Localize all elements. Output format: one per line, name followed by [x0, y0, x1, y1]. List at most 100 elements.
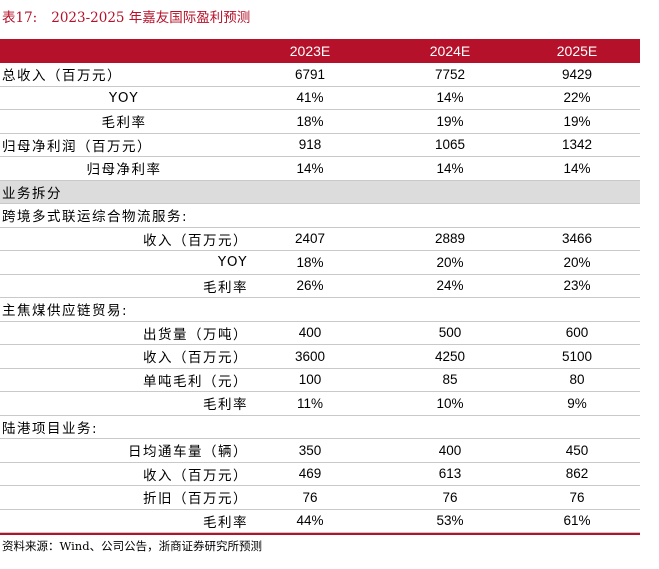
column-header-2024e: 2024E — [429, 43, 471, 59]
row-label: YOY — [217, 254, 248, 271]
row-value: 100 — [298, 372, 322, 388]
row-value: 26% — [296, 278, 324, 294]
row-label: YOY — [108, 89, 140, 106]
row-value: 76 — [569, 489, 585, 505]
row-value: 14% — [296, 160, 324, 176]
row-value: 61% — [563, 513, 591, 529]
row-label: 归母净利率 — [86, 162, 162, 179]
table-row: YOY 18% 20% 20% — [0, 251, 640, 275]
row-value: 500 — [438, 325, 462, 341]
row-value: 14% — [436, 90, 464, 106]
row-value — [385, 204, 515, 227]
row-value — [385, 416, 515, 439]
row-value: 7752 — [434, 66, 466, 82]
table-row: YOY 41% 14% 22% — [0, 87, 640, 110]
row-label: 业务拆分 — [2, 185, 62, 202]
section-row: 业务拆分 — [0, 180, 642, 204]
row-value: 85 — [442, 372, 458, 388]
row-value: 6791 — [294, 66, 326, 82]
row-label: 收入（百万元） — [143, 467, 248, 484]
row-value — [245, 298, 375, 321]
table-row: 毛利率 18% 19% 19% — [0, 110, 640, 134]
row-value: 14% — [436, 160, 464, 176]
row-value: 5100 — [561, 348, 593, 364]
row-value: 18% — [296, 113, 324, 129]
row-label: 日均通车量（辆） — [128, 444, 248, 461]
row-value: 11% — [296, 395, 324, 411]
row-value: 1342 — [561, 137, 593, 153]
row-value — [385, 181, 515, 204]
row-value: 76 — [302, 489, 318, 505]
row-value: 4250 — [434, 348, 466, 364]
table-header: 2023E 2024E 2025E — [0, 39, 640, 63]
table-row: 归母净利润（百万元） 918 1065 1342 — [0, 134, 640, 157]
table-row: 跨境多式联运综合物流服务: — [0, 204, 640, 228]
table-row: 收入（百万元） 2407 2889 3466 — [0, 228, 640, 251]
row-value: 600 — [565, 325, 589, 341]
row-label: 陆港项目业务: — [2, 420, 99, 437]
row-value — [512, 204, 642, 227]
row-value: 1065 — [434, 137, 466, 153]
table-row: 陆港项目业务: — [0, 416, 642, 439]
row-label: 出货量（万吨） — [143, 326, 248, 343]
table-body: 总收入（百万元） 6791 7752 9429 YOY 41% 14% 22% 毛利率 18% 19… — [0, 63, 640, 533]
table-row: 出货量（万吨） 400 500 600 — [0, 322, 640, 345]
table-row: 总收入（百万元） 6791 7752 9429 — [0, 63, 640, 87]
row-label: 收入（百万元） — [143, 350, 248, 367]
row-value — [245, 204, 375, 227]
column-header-2025e: 2025E — [556, 43, 598, 59]
row-value: 19% — [563, 113, 591, 129]
row-label: 跨境多式联运综合物流服务: — [2, 209, 189, 226]
row-label: 毛利率 — [203, 514, 248, 531]
table-row: 收入（百万元） 3600 4250 5100 — [0, 345, 640, 369]
row-label: 毛利率 — [203, 279, 248, 296]
row-value: 20% — [563, 254, 591, 270]
row-value: 24% — [436, 278, 464, 294]
table-row: 毛利率 11% 10% 9% — [0, 392, 640, 416]
row-label: 单吨毛利（元） — [143, 373, 248, 390]
column-header-2023e: 2023E — [289, 43, 331, 59]
row-value — [512, 416, 642, 439]
row-label: 折旧（百万元） — [143, 491, 248, 508]
row-value: 2407 — [294, 231, 326, 247]
row-value: 400 — [298, 325, 322, 341]
table-row: 收入（百万元） 469 613 862 — [0, 463, 640, 486]
row-value — [512, 298, 642, 321]
row-label: 归母净利润（百万元） — [2, 138, 152, 155]
row-value — [245, 416, 375, 439]
row-value: 613 — [438, 466, 462, 482]
row-value: 2889 — [434, 231, 466, 247]
row-value: 9% — [567, 395, 587, 411]
row-value: 18% — [296, 254, 324, 270]
table-bottom-rule — [0, 533, 640, 535]
row-value: 918 — [298, 137, 322, 153]
table-title-text: 2023-2025 年嘉友国际盈利预测 — [51, 10, 251, 26]
table-row: 单吨毛利（元） 100 85 80 — [0, 369, 640, 392]
row-value: 19% — [436, 113, 464, 129]
row-label: 毛利率 — [101, 115, 147, 132]
row-value: 400 — [438, 442, 462, 458]
row-value — [245, 181, 375, 204]
row-value: 20% — [436, 254, 464, 270]
row-value: 450 — [565, 442, 589, 458]
row-label: 总收入（百万元） — [2, 68, 122, 85]
source-note: 资料来源：Wind、公司公告，浙商证券研究所预测 — [2, 539, 263, 553]
row-label: 毛利率 — [203, 397, 248, 414]
row-value — [512, 181, 642, 204]
row-value: 80 — [569, 372, 585, 388]
row-value: 22% — [563, 90, 591, 106]
row-value — [385, 298, 515, 321]
row-value: 41% — [296, 90, 324, 106]
row-value: 53% — [436, 513, 464, 529]
table-row: 归母净利率 14% 14% 14% — [0, 157, 640, 181]
table-number: 表17: — [2, 10, 38, 26]
row-value: 350 — [298, 442, 322, 458]
row-value: 76 — [442, 489, 458, 505]
row-value: 862 — [565, 466, 589, 482]
row-value: 44% — [296, 513, 324, 529]
row-value: 23% — [563, 278, 591, 294]
row-value: 10% — [436, 395, 464, 411]
row-value: 469 — [298, 466, 322, 482]
table-row: 毛利率 44% 53% 61% — [0, 510, 640, 533]
row-value: 9429 — [561, 66, 593, 82]
